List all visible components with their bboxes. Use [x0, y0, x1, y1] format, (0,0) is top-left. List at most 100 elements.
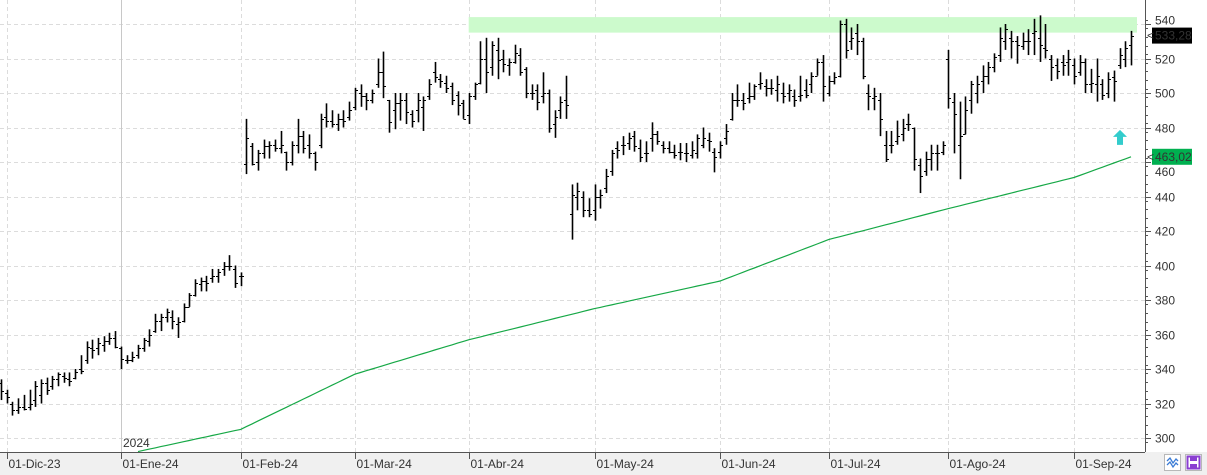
- ohlc-bar: [387, 99, 392, 133]
- save-icon: [1186, 455, 1201, 470]
- up-arrow-shape: [1113, 129, 1127, 145]
- ohlc-bar: [644, 141, 649, 162]
- ohlc-bar: [809, 72, 814, 93]
- ohlc-bar: [895, 120, 900, 145]
- ohlc-bar: [684, 143, 689, 162]
- ohlc-bar: [752, 84, 757, 100]
- ohlc-bar: [404, 93, 409, 125]
- ohlc-bar: [524, 67, 529, 99]
- save-button[interactable]: [1185, 454, 1202, 471]
- ohlc-bar: [28, 389, 33, 411]
- ohlc-bar: [244, 118, 249, 175]
- ohlc-bar: [747, 82, 752, 104]
- ohlc-bar: [39, 379, 44, 404]
- x-tick-label: 01-Sep-24: [1076, 457, 1132, 471]
- ohlc-bar: [290, 141, 295, 166]
- ohlc-bar: [832, 72, 837, 85]
- ohlc-bar: [85, 341, 90, 364]
- ohlc-bar: [341, 110, 346, 128]
- ohlc-bar: [398, 93, 403, 121]
- ohlc-bar: [250, 143, 255, 166]
- y-tick-label: 380: [1155, 294, 1175, 308]
- ohlc-bar: [159, 313, 164, 332]
- y-tick-label: 320: [1155, 398, 1175, 412]
- ohlc-bar: [1049, 55, 1054, 81]
- ohlc-bar: [187, 293, 192, 308]
- ohlc-bar: [804, 79, 809, 99]
- ohlc-bar: [906, 113, 911, 131]
- ohlc-bar: [1129, 30, 1134, 66]
- ohlc-bar: [410, 110, 415, 128]
- ohlc-bar: [427, 79, 432, 100]
- ohlc-bar: [170, 310, 175, 330]
- ohlc-bar: [1066, 49, 1071, 76]
- ohlc-bar: [153, 313, 158, 333]
- y-tick-label: 360: [1155, 329, 1175, 343]
- ohlc-bar: [467, 93, 472, 125]
- ohlc-bar: [233, 265, 238, 288]
- ohlc-bar: [381, 51, 386, 99]
- ohlc-bar: [849, 27, 854, 50]
- ohlc-bar: [1021, 32, 1026, 50]
- ohlc-bar: [958, 101, 963, 180]
- ohlc-bar: [638, 139, 643, 162]
- ohlc-bar: [96, 337, 101, 356]
- chart-type-button[interactable]: [1164, 454, 1181, 471]
- ohlc-bar: [393, 93, 398, 130]
- ohlc-bar: [0, 379, 4, 401]
- ohlc-bar: [67, 372, 72, 387]
- ohlc-bar: [712, 148, 717, 173]
- ohlc-bar: [222, 262, 227, 276]
- ohlc-bar: [593, 184, 598, 221]
- ohlc-bar: [724, 124, 729, 145]
- ohlc-bar: [695, 134, 700, 159]
- ohlc-bar: [125, 355, 130, 364]
- ohlc-bar: [730, 93, 735, 121]
- ohlc-bar: [998, 27, 1003, 62]
- ohlc-bar: [182, 303, 187, 323]
- ohlc-bar: [307, 134, 312, 159]
- ohlc-bar: [473, 82, 478, 100]
- ohlc-bar: [661, 141, 666, 154]
- ohlc-bar: [142, 337, 147, 352]
- ohlc-bar: [821, 55, 826, 102]
- ohlc-bar: [273, 139, 278, 152]
- ohlc-bar: [1112, 70, 1117, 102]
- ohlc-bar: [1089, 68, 1094, 93]
- ohlc-bar: [239, 272, 244, 287]
- ohlc-bar: [615, 141, 620, 159]
- ohlc-bar: [5, 389, 10, 404]
- ohlc-bar: [741, 93, 746, 111]
- year-label: 2024: [123, 436, 150, 450]
- ohlc-bar: [1038, 15, 1043, 62]
- ohlc-bar: [136, 344, 141, 359]
- resistance-zone-band: [468, 17, 1137, 33]
- ohlc-bar: [501, 49, 506, 73]
- ohlc-bar: [587, 198, 592, 218]
- ohlc-bar: [535, 84, 540, 111]
- ohlc-bar: [798, 75, 803, 102]
- ohlc-bar: [313, 151, 318, 171]
- y-tick-label: 440: [1155, 191, 1175, 205]
- ohlc-bar: [718, 141, 723, 159]
- ohlc-bar: [781, 82, 786, 104]
- ohlc-bar: [775, 75, 780, 102]
- ohlc-bar: [456, 91, 461, 116]
- x-tick-label: 01-Jul-24: [831, 457, 881, 471]
- ohlc-bar: [598, 189, 603, 209]
- ohlc-bar: [256, 149, 261, 171]
- ohlc-bar: [610, 149, 615, 176]
- last-price-label: < 533,28: [1147, 27, 1192, 44]
- ohlc-bar: [872, 87, 877, 111]
- ohlc-bar: [353, 87, 358, 111]
- ohlc-bar: [478, 41, 483, 85]
- ohlc-bar: [56, 372, 61, 387]
- ohlc-bars: [0, 15, 1134, 416]
- x-tick-label: 01-Jun-24: [722, 457, 776, 471]
- ohlc-bar: [866, 84, 871, 111]
- chart-type-icon: [1166, 456, 1179, 469]
- ohlc-bar: [370, 89, 375, 104]
- ohlc-bar: [827, 75, 832, 97]
- ohlc-bar: [855, 24, 860, 56]
